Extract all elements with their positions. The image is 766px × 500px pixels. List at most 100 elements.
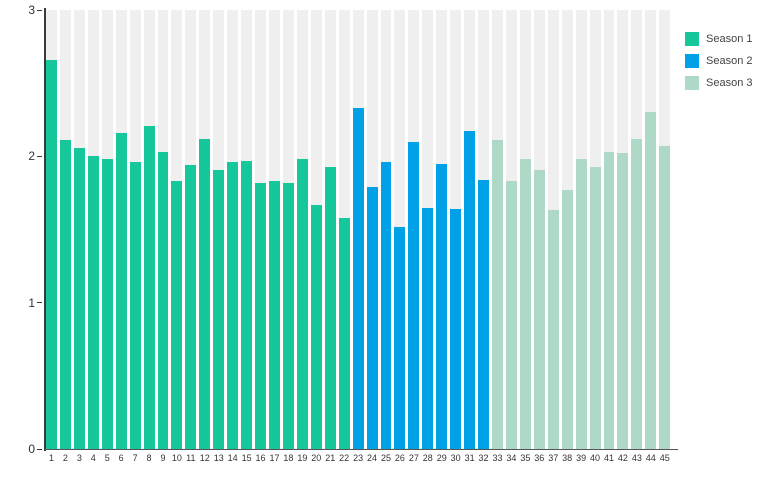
bar[interactable] bbox=[436, 163, 448, 449]
bar[interactable] bbox=[46, 59, 57, 449]
bar[interactable] bbox=[282, 182, 294, 449]
x-axis-tick-label: 39 bbox=[576, 453, 587, 463]
bar-column bbox=[533, 10, 545, 449]
bar[interactable] bbox=[547, 210, 559, 449]
bar-column bbox=[547, 10, 559, 449]
bar[interactable] bbox=[505, 181, 517, 449]
x-axis-tick-label: 25 bbox=[380, 453, 391, 463]
bar[interactable] bbox=[129, 162, 141, 449]
x-axis-tick-label: 1 bbox=[48, 453, 54, 463]
bars-container bbox=[46, 10, 671, 449]
bar-column bbox=[101, 10, 113, 449]
bar[interactable] bbox=[408, 141, 420, 449]
bar[interactable] bbox=[255, 182, 266, 449]
bar-column bbox=[464, 10, 476, 449]
bar-column bbox=[603, 10, 615, 449]
bar[interactable] bbox=[450, 209, 462, 449]
bar[interactable] bbox=[310, 204, 322, 449]
bar-column bbox=[59, 10, 71, 449]
bar-column bbox=[46, 10, 57, 449]
legend-item-season-1[interactable]: Season 1 bbox=[685, 32, 752, 46]
x-axis-tick-label: 31 bbox=[464, 453, 475, 463]
bar[interactable] bbox=[296, 159, 308, 449]
bar[interactable] bbox=[59, 140, 71, 449]
bar-column bbox=[143, 10, 155, 449]
x-axis-tick-label: 21 bbox=[325, 453, 336, 463]
x-axis-tick-label: 8 bbox=[146, 453, 152, 463]
bar[interactable] bbox=[561, 190, 573, 449]
bar[interactable] bbox=[394, 226, 406, 449]
bar[interactable] bbox=[87, 156, 99, 449]
x-axis-tick-label: 10 bbox=[171, 453, 182, 463]
bar[interactable] bbox=[171, 181, 183, 449]
bar-column bbox=[115, 10, 127, 449]
legend-swatch-icon bbox=[685, 54, 699, 68]
bar[interactable] bbox=[519, 159, 531, 449]
chart-plot-area bbox=[44, 8, 678, 451]
bar[interactable] bbox=[269, 181, 280, 449]
bar-column bbox=[310, 10, 322, 449]
x-axis-tick-label: 15 bbox=[241, 453, 252, 463]
x-axis-tick-label: 7 bbox=[132, 453, 138, 463]
bar-column bbox=[227, 10, 239, 449]
bar[interactable] bbox=[199, 138, 211, 449]
bar-column bbox=[422, 10, 434, 449]
bar[interactable] bbox=[324, 166, 336, 449]
bar[interactable] bbox=[157, 151, 169, 449]
x-axis-tick-label: 33 bbox=[492, 453, 503, 463]
bar[interactable] bbox=[575, 159, 587, 449]
bar-column bbox=[269, 10, 280, 449]
bar[interactable] bbox=[213, 169, 225, 449]
bar[interactable] bbox=[422, 207, 434, 449]
bar-column bbox=[157, 10, 169, 449]
legend-label: Season 3 bbox=[706, 77, 753, 89]
bar[interactable] bbox=[101, 159, 113, 449]
bar[interactable] bbox=[478, 179, 489, 449]
legend-label: Season 2 bbox=[706, 55, 753, 67]
x-axis-tick-label: 35 bbox=[520, 453, 531, 463]
bar[interactable] bbox=[492, 140, 503, 449]
bar[interactable] bbox=[352, 108, 364, 449]
x-axis-tick-label: 38 bbox=[562, 453, 573, 463]
bar[interactable] bbox=[380, 162, 392, 449]
bar[interactable] bbox=[143, 125, 155, 449]
bar[interactable] bbox=[645, 112, 657, 449]
bar-column bbox=[408, 10, 420, 449]
bar[interactable] bbox=[338, 217, 350, 449]
bar[interactable] bbox=[533, 169, 545, 449]
legend-label: Season 1 bbox=[706, 33, 753, 45]
bar[interactable] bbox=[659, 146, 671, 449]
bar-column bbox=[87, 10, 99, 449]
bar-column bbox=[645, 10, 657, 449]
bar-column bbox=[436, 10, 448, 449]
bar[interactable] bbox=[464, 131, 476, 449]
bar[interactable] bbox=[603, 151, 615, 449]
bar-column bbox=[617, 10, 629, 449]
legend-item-season-2[interactable]: Season 2 bbox=[685, 54, 752, 68]
x-axis-tick-label: 17 bbox=[269, 453, 280, 463]
bar-column bbox=[213, 10, 225, 449]
bar[interactable] bbox=[115, 132, 127, 449]
bar[interactable] bbox=[185, 165, 197, 449]
bar-column bbox=[505, 10, 517, 449]
x-axis-tick-label: 16 bbox=[255, 453, 266, 463]
bar-column bbox=[296, 10, 308, 449]
bar-column bbox=[631, 10, 643, 449]
legend-item-season-3[interactable]: Season 3 bbox=[685, 76, 752, 90]
bar-column bbox=[478, 10, 489, 449]
bar[interactable] bbox=[241, 160, 253, 449]
x-axis-tick-label: 6 bbox=[118, 453, 124, 463]
y-axis-tick bbox=[37, 155, 42, 157]
bar-column bbox=[199, 10, 211, 449]
x-axis-tick-label: 26 bbox=[394, 453, 405, 463]
bar[interactable] bbox=[589, 166, 601, 449]
bar[interactable] bbox=[227, 162, 239, 449]
bar-column bbox=[575, 10, 587, 449]
y-axis-tick bbox=[37, 9, 42, 11]
bar-column bbox=[73, 10, 85, 449]
x-axis-tick-label: 43 bbox=[631, 453, 642, 463]
bar[interactable] bbox=[617, 153, 629, 449]
bar[interactable] bbox=[631, 138, 643, 449]
bar[interactable] bbox=[366, 187, 378, 449]
bar[interactable] bbox=[73, 147, 85, 449]
